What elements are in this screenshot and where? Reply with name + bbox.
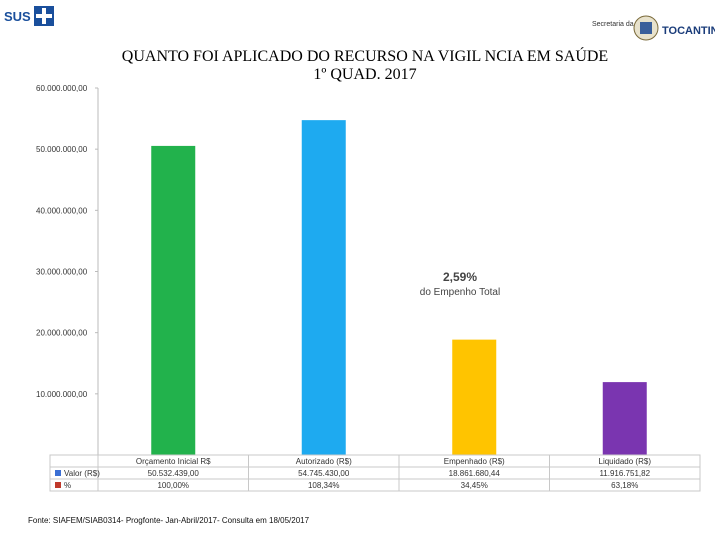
table-row-label: %	[64, 481, 71, 490]
category-label: Orçamento Inicial R$	[136, 457, 211, 466]
y-tick-label: 50.000.000,00	[36, 145, 88, 154]
legend-marker	[55, 482, 61, 488]
chart-bars-group	[151, 120, 647, 456]
tocantins-logo: Secretaria da Saúde TOCANTINS	[592, 15, 715, 41]
table-cell: 11.916.751,82	[599, 469, 650, 478]
chart-axis-group: 60.000.000,00 50.000.000,00 40.000.000,00 3…	[36, 84, 99, 455]
table-cell: 18.861.680,44	[449, 469, 501, 478]
y-tick-label: 30.000.000,00	[36, 268, 88, 277]
table-cell: 100,00%	[157, 481, 189, 490]
sus-logo: SUS	[4, 6, 54, 26]
chart-title: QUANTO FOI APLICADO DO RECURSO NA VIGIL …	[40, 48, 690, 84]
table-cell: 54.745.430,00	[298, 469, 350, 478]
y-tick-label: 40.000.000,00	[36, 206, 88, 215]
data-table-group: Orçamento Inicial R$ Autorizado (R$) Empen…	[49, 454, 701, 492]
table-cell: 108,34%	[308, 481, 340, 490]
coat-of-arms-shield	[640, 22, 652, 34]
category-label: Autorizado (R$)	[296, 457, 352, 466]
bar	[602, 382, 647, 455]
source-note: Fonte: SIAFEM/SIAB0314- Progfonte- Jan-A…	[28, 516, 310, 525]
annotation-text: do Empenho Total	[420, 287, 500, 298]
table-cell: 50.532.439,00	[148, 469, 200, 478]
tocantins-logo-secretaria: Secretaria da Saúde	[592, 21, 656, 28]
table-cell: 63,18%	[611, 481, 638, 490]
bar	[151, 145, 196, 455]
bar	[452, 339, 497, 455]
tocantins-logo-name: TOCANTINS	[662, 25, 715, 37]
category-label: Liquidado (R$)	[599, 457, 652, 466]
y-tick-label: 60.000.000,00	[36, 84, 88, 93]
y-tick-label: 20.000.000,00	[36, 329, 88, 338]
annotation-value: 2,59%	[443, 270, 477, 284]
sus-logo-text: SUS	[4, 9, 31, 24]
chart-title-line1: QUANTO FOI APLICADO DO RECURSO NA VIGIL …	[121, 48, 609, 65]
sus-logo-cross-h	[36, 14, 52, 18]
bar	[301, 120, 346, 456]
legend-marker	[55, 470, 61, 476]
table-row-label: Valor (R$)	[64, 469, 100, 478]
table-cell: 34,45%	[461, 481, 488, 490]
annotation-group: 2,59% do Empenho Total	[420, 270, 500, 298]
category-label: Empenhado (R$)	[444, 457, 505, 466]
y-tick-label: 10.000.000,00	[36, 390, 88, 399]
chart-title-line2: 1º QUAD. 2017	[313, 66, 417, 83]
